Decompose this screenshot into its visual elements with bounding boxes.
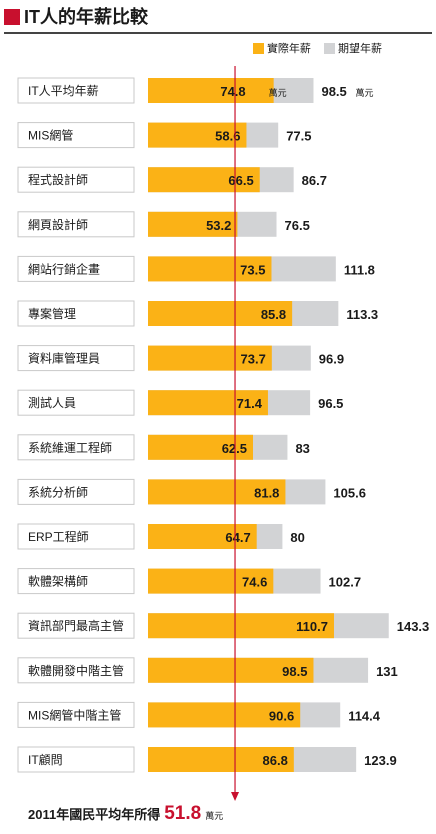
reference-arrow-icon [231,792,240,801]
category-box [17,77,135,104]
legend-swatch-actual [252,42,264,54]
value-label-actual: 53.2 [206,218,231,233]
value-label-expected: 77.5 [286,129,311,144]
value-label-actual: 86.8 [263,753,288,768]
chart-legend: 實際年薪 期望年薪 [243,40,382,56]
category-label: 系統維運工程師 [28,440,112,455]
category-label: 測試人員 [28,395,76,410]
bar-actual [148,345,272,371]
bar-actual [148,167,260,193]
value-label-expected: 111.8 [344,262,375,277]
value-label-expected: 86.7 [302,173,327,188]
value-label-actual: 73.7 [241,352,266,367]
bar-actual [148,256,272,282]
value-label-actual: 110.7 [296,619,328,634]
category-box [17,434,135,461]
category-box [17,568,135,595]
legend-item-actual: 實際年薪 [252,40,311,56]
value-label-expected: 98.5 [321,84,346,99]
value-label-expected: 113.3 [346,307,378,322]
bar-actual [148,211,238,237]
page-title: IT人的年薪比較 [24,7,148,27]
bar-actual [148,747,294,772]
bar-actual [148,479,286,505]
value-label-expected: 131 [376,664,398,679]
value-label-actual: 98.5 [282,664,307,679]
category-label: MIS網管中階主管 [28,707,121,722]
category-box [17,746,135,773]
category-label: 網站行銷企畫 [28,261,100,276]
bar-actual [148,657,314,683]
category-label: 軟體開發中階主管 [28,663,124,678]
value-label-expected: 105.6 [333,485,366,500]
value-label-expected: 96.9 [319,352,344,367]
value-label-actual: 74.6 [242,575,267,590]
category-box [17,211,135,238]
category-label: 專案管理 [28,306,76,321]
category-label: IT顧問 [28,752,63,767]
bar-actual [148,613,334,639]
value-label-actual: 71.4 [237,396,263,411]
category-box [17,345,135,372]
value-label-expected: 143.3 [397,619,430,634]
legend-item-expected: 期望年薪 [324,40,382,56]
value-label-actual: 81.8 [254,485,279,500]
value-label-expected: 96.5 [318,396,343,411]
value-label-actual: 90.6 [269,708,294,723]
category-label: MIS網管 [28,128,73,143]
value-label-expected: 80 [290,530,304,545]
legend-label-actual: 實際年薪 [266,43,311,55]
category-label: ERP工程師 [28,529,89,544]
category-label: 資料庫管理員 [28,351,100,366]
value-label-expected: 83 [295,441,309,456]
footer-note: 2011年國民平均年所得 51.8 萬元 [28,803,223,825]
unit-label-actual: 萬元 [269,87,287,98]
footer-value: 51.8 [164,803,202,824]
category-label: 網頁設計師 [28,217,88,232]
title-bar: IT人的年薪比較 [4,6,432,34]
title-marker-icon [4,9,20,25]
bar-actual [148,524,257,549]
category-box [17,122,135,149]
category-label: 系統分析師 [28,485,88,499]
category-label: 程式設計師 [28,172,88,187]
category-box [17,701,135,728]
category-box [17,612,135,639]
footer-unit: 萬元 [205,811,224,821]
category-box [17,523,135,550]
category-box [17,389,135,416]
value-label-actual: 64.7 [225,530,250,545]
bar-actual [148,301,293,326]
legend-label-expected: 期望年薪 [338,43,382,55]
value-label-actual: 74.8 [220,84,245,99]
unit-label-expected: 萬元 [355,87,373,98]
category-box [17,166,135,193]
bar-actual [148,122,247,148]
value-label-actual: 73.5 [240,262,265,277]
value-label-actual: 85.8 [261,307,286,322]
bar-actual [148,390,268,416]
bar-actual [148,702,301,728]
bar-actual [148,568,274,594]
value-label-expected: 102.7 [329,575,362,590]
value-label-actual: 66.5 [228,173,253,188]
title-divider [4,32,432,34]
value-label-expected: 123.9 [364,753,397,768]
category-label: IT人平均年薪 [28,84,99,98]
category-label: 軟體架構師 [28,574,88,589]
value-label-actual: 62.5 [222,441,247,456]
footer-text: 2011年國民平均年所得 [28,807,161,822]
category-box [17,300,135,327]
category-box [17,478,135,505]
value-label-expected: 76.5 [285,218,310,233]
value-label-actual: 58.6 [215,129,240,144]
bar-actual [148,78,274,103]
value-label-expected: 114.4 [348,708,381,723]
category-box [17,255,135,282]
legend-swatch-expected [324,42,335,54]
category-box [17,657,135,684]
category-label: 資訊部門最高主管 [28,618,124,633]
